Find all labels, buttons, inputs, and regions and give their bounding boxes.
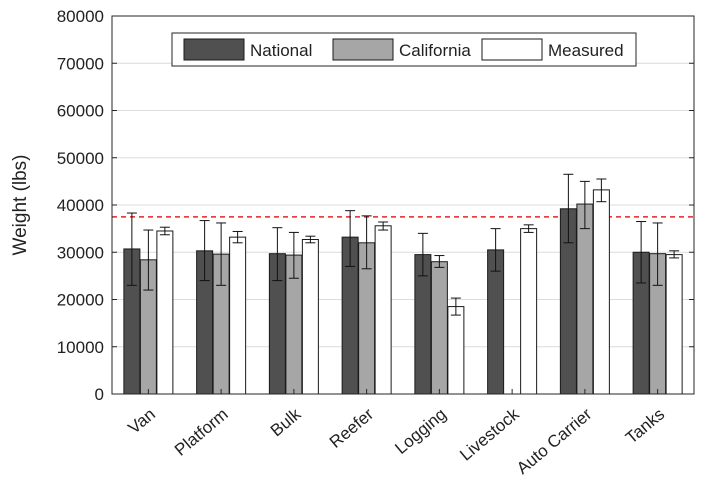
error-bar-national-auto-carrier — [563, 173, 574, 244]
bar-measured-logging — [447, 306, 465, 395]
legend-label: California — [399, 41, 471, 60]
y-tick-label: 0 — [95, 385, 104, 404]
legend-item-california: California — [332, 38, 471, 61]
x-tick-label: Livestock — [456, 404, 523, 464]
bars — [123, 189, 683, 395]
legend-item-measured: Measured — [481, 38, 624, 61]
error-bar-measured-auto-carrier — [596, 178, 607, 203]
error-bar-california-van — [143, 229, 154, 291]
legend-swatch — [481, 38, 543, 61]
legend-items: National California Measured — [183, 38, 624, 61]
y-tick-label: 10000 — [57, 338, 104, 357]
bar-california-logging — [430, 261, 448, 395]
y-tick-label: 50000 — [57, 149, 104, 168]
x-tick-label: Platform — [171, 405, 232, 460]
bar-measured-tanks — [665, 254, 683, 395]
error-bar-measured-platform — [232, 230, 243, 244]
error-bar-california-bulk — [288, 231, 299, 279]
y-tick-label: 80000 — [57, 7, 104, 26]
error-bar-california-platform — [216, 222, 227, 286]
x-tick-label: Reefer — [326, 404, 378, 452]
error-bar-measured-reefer — [378, 221, 389, 231]
error-bar-national-bulk — [272, 227, 283, 282]
x-axis-ticks: Van Platform Bulk Reefer Logging LivestockAut… — [125, 389, 668, 478]
bar-measured-bulk — [301, 238, 319, 395]
error-bar-national-tanks — [636, 221, 647, 284]
error-bars — [126, 173, 680, 316]
error-bar-california-logging — [434, 255, 445, 268]
y-tick-label: 20000 — [57, 291, 104, 310]
error-bar-national-livestock — [490, 228, 501, 272]
legend-label: National — [250, 41, 312, 60]
y-tick-label: 70000 — [57, 54, 104, 73]
bar-california-auto-carrier — [576, 203, 594, 395]
y-tick-label: 60000 — [57, 102, 104, 121]
legend-swatch — [332, 38, 394, 61]
error-bar-national-van — [126, 212, 137, 286]
error-bar-california-auto-carrier — [579, 180, 590, 230]
error-bar-measured-bulk — [305, 235, 316, 244]
legend-item-national: National — [183, 38, 312, 61]
legend-label: Measured — [548, 41, 624, 60]
bar-measured-auto-carrier — [592, 189, 610, 395]
bar-measured-livestock — [520, 228, 538, 395]
error-bar-measured-livestock — [523, 224, 534, 233]
error-bar-national-platform — [199, 220, 210, 282]
error-bar-california-reefer — [361, 215, 372, 270]
x-tick-label: Tanks — [622, 405, 668, 448]
y-tick-label: 30000 — [57, 243, 104, 262]
error-bar-national-reefer — [345, 210, 356, 267]
legend-swatch — [183, 38, 245, 61]
error-bar-measured-logging — [450, 297, 461, 316]
bar-measured-reefer — [374, 225, 392, 395]
bar-measured-van — [156, 230, 174, 395]
error-bar-california-tanks — [652, 222, 663, 286]
x-tick-label: Logging — [391, 405, 450, 458]
error-bar-measured-van — [159, 226, 170, 236]
bar-measured-platform — [229, 236, 247, 395]
legend-box — [171, 32, 637, 67]
error-bar-national-logging — [417, 232, 428, 277]
x-tick-label: Bulk — [267, 404, 305, 440]
x-tick-label: Auto Carrier — [513, 404, 596, 478]
y-tick-label: 40000 — [57, 196, 104, 215]
y-axis-label: Weight (lbs) — [10, 154, 31, 255]
x-tick-label: Van — [125, 405, 159, 438]
legend: National California Measured — [171, 32, 637, 67]
error-bar-measured-tanks — [669, 250, 680, 259]
y-axis-ticks: 0 10000 20000 30000 40000 50000 60000 70000 8000… — [57, 7, 694, 404]
